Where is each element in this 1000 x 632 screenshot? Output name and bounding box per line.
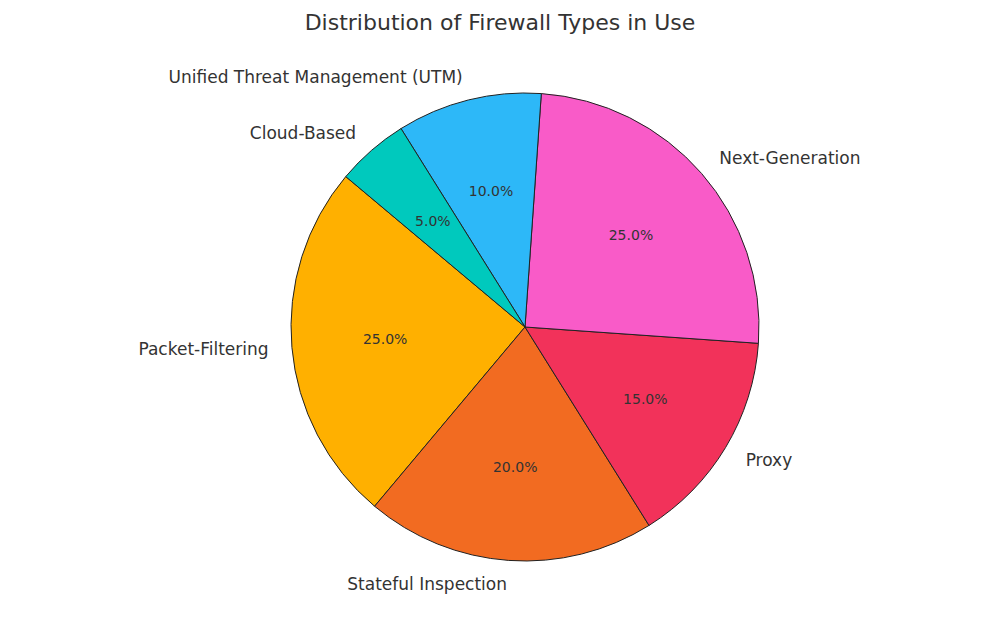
pie-slice [525,327,758,525]
slice-label: Proxy [746,450,793,470]
pie-slice [346,129,525,327]
chart-title: Distribution of Firewall Types in Use [305,10,696,35]
data-label: 15.0% [623,391,667,407]
data-label: 10.0% [469,183,513,199]
slice-label: Unified Threat Management (UTM) [169,67,463,87]
pie-slice [525,94,759,344]
data-label: 20.0% [493,459,537,475]
chart-svg: Distribution of Firewall Types in Use Pac… [0,0,1000,632]
slice-label: Packet-Filtering [138,339,268,359]
chart-container: Distribution of Firewall Types in Use Pac… [0,0,1000,632]
labels: Packet-Filtering 25.0% Stateful Inspection… [138,67,860,594]
data-label: 25.0% [363,331,407,347]
slice-label: Cloud-Based [250,123,356,143]
slice-label: Stateful Inspection [347,574,507,594]
data-label: 25.0% [609,227,653,243]
slices [291,93,759,561]
slice-label: Next-Generation [719,148,860,168]
data-label: 5.0% [415,213,451,229]
